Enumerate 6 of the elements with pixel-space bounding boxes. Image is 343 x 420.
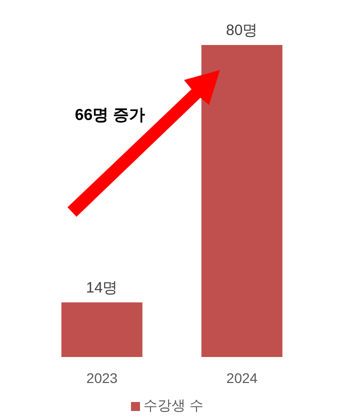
data-label: 80명 [226, 22, 258, 39]
annotation: 66명 증가 [74, 107, 146, 124]
x-tick-label: 2023 [86, 370, 118, 386]
x-tick-label: 2024 [226, 370, 258, 386]
legend-label: 수강생 수 [144, 397, 204, 413]
data-label: 14명 [86, 279, 118, 296]
